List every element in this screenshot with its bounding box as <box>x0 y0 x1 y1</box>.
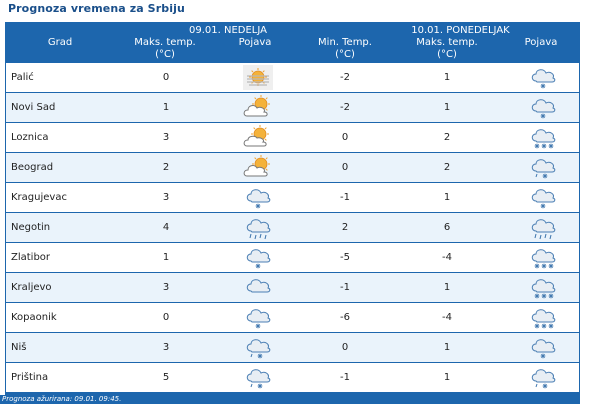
snow-cloud-icon <box>243 185 273 210</box>
d2-min-temp: -1 <box>340 192 350 203</box>
header-d2-max-unit: (°C) <box>437 49 457 60</box>
d2-min-temp: -1 <box>340 372 350 383</box>
heavy-snow-cloud-icon <box>528 275 558 300</box>
city-name: Zlatibor <box>11 252 51 263</box>
d2-max-temp: 1 <box>443 102 451 113</box>
d1-max-temp: 2 <box>162 162 170 173</box>
d2-max-temp: -4 <box>442 252 452 263</box>
header-day1: 09.01. NEDELJA <box>189 25 267 36</box>
header-d1-pojava: Pojava <box>238 37 272 48</box>
table-row: Niš 3 0 1 <box>6 333 579 362</box>
d2-max-temp: 1 <box>443 342 451 353</box>
d2-min-temp: 0 <box>341 342 349 353</box>
d1-max-temp: 3 <box>162 132 170 143</box>
snow-cloud-icon <box>528 185 558 210</box>
city-name: Kraljevo <box>11 282 52 293</box>
forecast-table: Grad 09.01. NEDELJA 10.01. PONEDELJAK Ma… <box>5 22 580 403</box>
header-d2-pojava: Pojava <box>524 37 558 48</box>
header-city: Grad <box>47 37 73 48</box>
partly-cloudy-icon <box>243 95 273 120</box>
update-footer: Prognoza ažurirana: 09.01. 09:45. <box>0 395 580 404</box>
snow-cloud-icon <box>243 305 273 330</box>
table-row: Negotin 4 2 6 <box>6 213 579 242</box>
d1-max-temp: 3 <box>162 282 170 293</box>
d2-max-temp: 1 <box>443 192 451 203</box>
d2-max-temp: 1 <box>443 372 451 383</box>
d2-max-temp: 6 <box>443 222 451 233</box>
city-name: Palić <box>11 72 34 83</box>
d2-min-temp: -1 <box>340 282 350 293</box>
d2-max-temp: 1 <box>443 72 451 83</box>
d1-max-temp: 5 <box>162 372 170 383</box>
header-d2-min-unit: (°C) <box>335 49 355 60</box>
heavy-snow-cloud-icon <box>528 245 558 270</box>
d2-max-temp: -4 <box>442 312 452 323</box>
table-row: Novi Sad 1 -2 1 <box>6 93 579 122</box>
table-row: Kraljevo 3 -1 1 <box>6 273 579 302</box>
d1-max-temp: 1 <box>162 102 170 113</box>
heavy-snow-cloud-icon <box>528 305 558 330</box>
city-name: Novi Sad <box>11 102 56 113</box>
header-day2: 10.01. PONEDELJAK <box>411 25 510 36</box>
d1-max-temp: 3 <box>162 342 170 353</box>
header-d1-max: Maks. temp. <box>134 37 196 48</box>
table-row: Beograd 2 0 2 <box>6 153 579 182</box>
cloud-icon <box>243 275 273 300</box>
snow-cloud-icon <box>528 335 558 360</box>
d2-max-temp: 2 <box>443 132 451 143</box>
d2-min-temp: -2 <box>340 102 350 113</box>
d2-min-temp: 2 <box>341 222 349 233</box>
d1-max-temp: 0 <box>162 72 170 83</box>
city-name: Kopaonik <box>11 312 57 323</box>
table-row: Kopaonik 0 -6 -4 <box>6 303 579 332</box>
table-row: Kragujevac 3 -1 1 <box>6 183 579 212</box>
header-d1-unit: (°C) <box>155 49 175 60</box>
d2-min-temp: -6 <box>340 312 350 323</box>
table-body: Palić 0 -2 1 Novi Sad 1 -2 1 Loznica 3 0 2 Beograd 2 0… <box>6 63 579 393</box>
heavy-snow-cloud-icon <box>528 125 558 150</box>
page-title: Prognoza vremena za Srbiju <box>8 2 185 15</box>
rain-cloud-icon <box>243 215 273 240</box>
city-name: Loznica <box>11 132 49 143</box>
d1-max-temp: 3 <box>162 192 170 203</box>
sleet-cloud-icon <box>528 155 558 180</box>
table-row: Loznica 3 0 2 <box>6 123 579 152</box>
table-row: Palić 0 -2 1 <box>6 63 579 92</box>
d2-max-temp: 2 <box>443 162 451 173</box>
table-header: Grad 09.01. NEDELJA 10.01. PONEDELJAK Ma… <box>5 22 580 63</box>
d2-max-temp: 1 <box>443 282 451 293</box>
d2-min-temp: 0 <box>341 132 349 143</box>
d1-max-temp: 0 <box>162 312 170 323</box>
snow-cloud-icon <box>528 65 558 90</box>
sun-cloud-icon <box>243 125 273 150</box>
update-text: Prognoza ažurirana: 09.01. 09:45. <box>2 395 122 403</box>
header-d2-min: Min. Temp. <box>318 37 372 48</box>
d1-max-temp: 4 <box>162 222 170 233</box>
header-d2-max: Maks. temp. <box>416 37 478 48</box>
table-row: Zlatibor 1 -5 -4 <box>6 243 579 272</box>
city-name: Niš <box>11 342 27 353</box>
city-name: Kragujevac <box>11 192 67 203</box>
city-name: Priština <box>11 372 49 383</box>
d1-max-temp: 1 <box>162 252 170 263</box>
d2-min-temp: -2 <box>340 72 350 83</box>
sleet-cloud-icon <box>243 365 273 390</box>
sleet-cloud-icon <box>528 365 558 390</box>
sleet-cloud-icon <box>243 335 273 360</box>
table-row: Priština 5 -1 1 <box>6 363 579 392</box>
rain-cloud-icon <box>528 215 558 240</box>
d2-min-temp: 0 <box>341 162 349 173</box>
partly-cloudy-icon <box>243 155 273 180</box>
snow-cloud-icon <box>528 95 558 120</box>
snow-cloud-icon <box>243 245 273 270</box>
city-name: Negotin <box>11 222 51 233</box>
fog-sun-icon <box>243 65 273 90</box>
d2-min-temp: -5 <box>340 252 350 263</box>
city-name: Beograd <box>11 162 54 173</box>
